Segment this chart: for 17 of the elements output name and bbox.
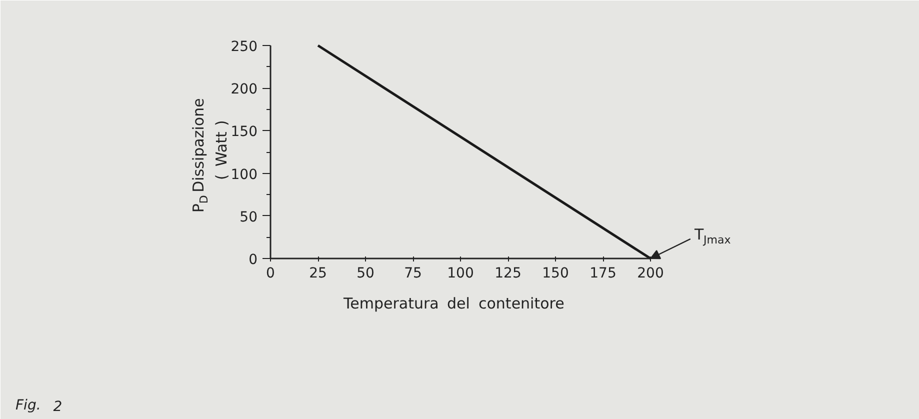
y-tick-label: 100 — [230, 166, 258, 183]
x-tick-label: 75 — [404, 266, 422, 282]
y-tick-label: 200 — [230, 82, 258, 98]
y-tick-label: 0 — [248, 252, 258, 268]
x-tick-label: 200 — [637, 266, 664, 282]
y-tick-label: 150 — [230, 124, 258, 140]
x-tick-label: 175 — [590, 266, 616, 282]
caption: Fig. 2 — [16, 398, 62, 415]
x-tick-label: 50 — [356, 266, 374, 282]
x-tick-label: 25 — [309, 266, 327, 282]
x-tick-label: 0 — [266, 266, 275, 282]
x-tick-label: 150 — [542, 266, 569, 282]
y-tick-label: 250 — [230, 39, 258, 55]
x-tick-label: 100 — [447, 266, 474, 282]
x-axis-title: Temperatura del contenitore — [342, 294, 564, 312]
y-tick-label: 50 — [240, 209, 258, 226]
x-tick-label: 125 — [494, 266, 522, 282]
